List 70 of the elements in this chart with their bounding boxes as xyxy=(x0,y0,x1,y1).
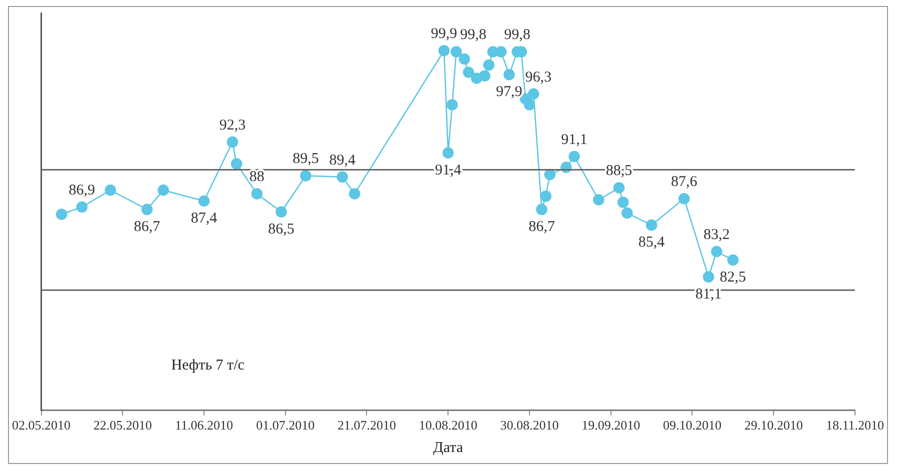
x-tick-label: 01.07.2010 xyxy=(256,418,315,433)
annotation: Нефть 7 т/с xyxy=(171,357,245,374)
point xyxy=(104,184,116,196)
x-tick-label: 10.08.2010 xyxy=(418,418,478,433)
data-label: 86,5 xyxy=(268,221,294,238)
data-label: 83,2 xyxy=(704,226,730,243)
x-tick-label: 18.11.2010 xyxy=(826,418,884,433)
x-tick-label: 19.09.2010 xyxy=(582,418,640,433)
data-label: 86,9 xyxy=(68,182,96,198)
point xyxy=(438,44,450,56)
point xyxy=(276,206,287,218)
point xyxy=(458,53,470,65)
point xyxy=(56,208,68,220)
data-label: 89,4 xyxy=(329,152,356,168)
point xyxy=(702,271,714,282)
point xyxy=(504,69,515,80)
point xyxy=(711,246,722,258)
point xyxy=(336,171,348,183)
data-label: 99,8 xyxy=(460,27,486,44)
point xyxy=(158,184,169,196)
point xyxy=(226,136,238,148)
point xyxy=(348,188,360,200)
x-tick-label: 30.08.2010 xyxy=(500,418,559,433)
point xyxy=(198,195,210,207)
x-tick-label: 02.05.2010 xyxy=(12,418,70,433)
data-label: 87,4 xyxy=(190,210,218,226)
point xyxy=(483,59,494,71)
data-label: 92,3 xyxy=(219,117,246,134)
point xyxy=(524,99,536,110)
data-label: 91,1 xyxy=(561,132,588,148)
data-label: 85,4 xyxy=(638,234,666,251)
x-tick-label: 11.06.2010 xyxy=(174,418,234,433)
point xyxy=(613,182,625,194)
point xyxy=(727,254,739,266)
point xyxy=(646,219,658,231)
point xyxy=(442,147,454,159)
data-label: 86,7 xyxy=(134,218,161,235)
data-label: 89,5 xyxy=(292,151,319,168)
data-label: 87,6 xyxy=(670,174,698,190)
data-label: 86,7 xyxy=(528,218,556,235)
data-label: 99,8 xyxy=(504,27,530,44)
point xyxy=(544,168,556,180)
data-label: 81,1 xyxy=(695,286,722,302)
x-tick-label: 09.10.2010 xyxy=(662,418,722,433)
point xyxy=(230,158,242,170)
x-tick-label: 21.07.2010 xyxy=(337,418,396,433)
point xyxy=(446,99,458,110)
point xyxy=(528,88,540,100)
point xyxy=(300,170,312,182)
point xyxy=(536,204,548,216)
point xyxy=(678,192,690,204)
data-label: 99,9 xyxy=(430,26,458,42)
x-tick-label: 29.10.2010 xyxy=(744,418,803,433)
point xyxy=(251,188,263,200)
point xyxy=(593,194,604,206)
data-label: 88 xyxy=(249,169,264,186)
point xyxy=(621,207,633,219)
point xyxy=(540,190,552,202)
x-axis-title: Дата xyxy=(433,440,464,456)
point xyxy=(617,196,629,208)
point xyxy=(462,66,474,78)
point xyxy=(479,70,490,82)
data-label: 82,5 xyxy=(720,269,746,286)
data-label: 97,9 xyxy=(496,84,522,100)
data-label: 96,3 xyxy=(525,69,552,86)
x-tick-label: 22.05.2010 xyxy=(93,418,152,433)
point xyxy=(568,150,580,162)
point xyxy=(450,46,462,58)
point xyxy=(76,201,88,213)
point xyxy=(141,204,153,216)
